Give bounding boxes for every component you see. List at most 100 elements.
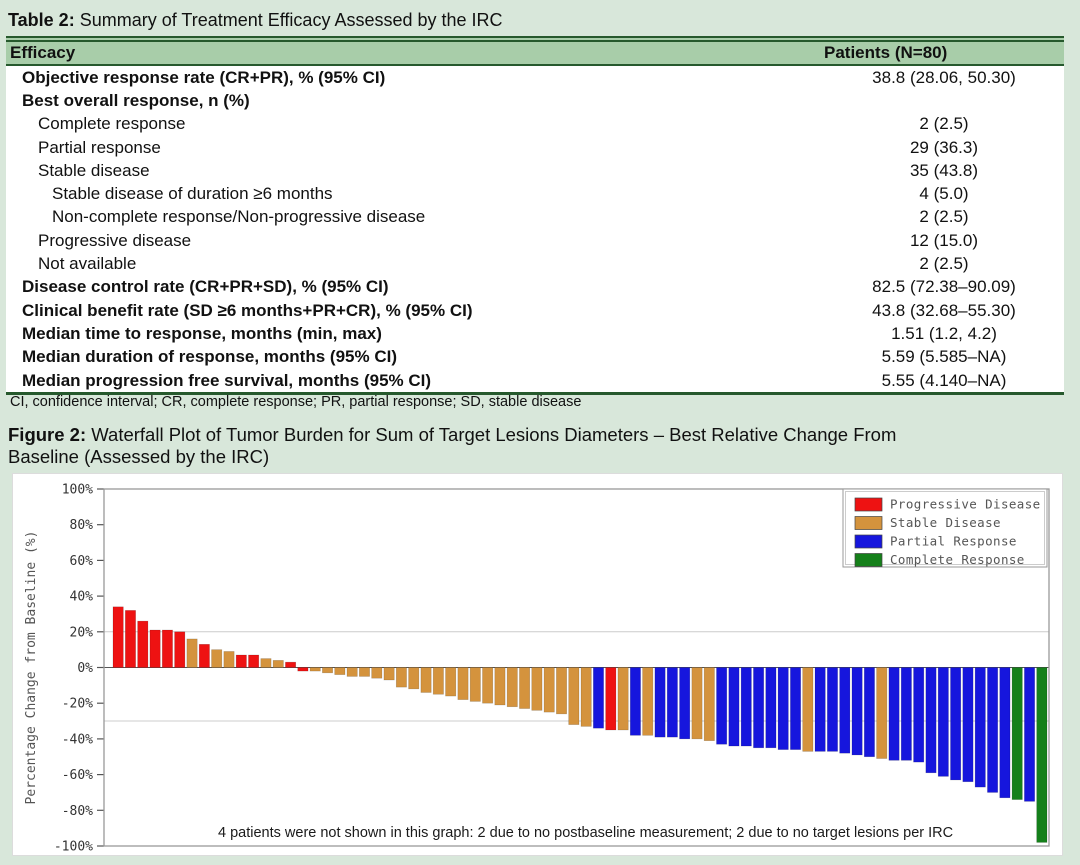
- waterfall-bar: [395, 667, 407, 688]
- row-value: 82.5 (72.38–90.09): [872, 277, 1016, 297]
- waterfall-bar: [346, 667, 358, 677]
- waterfall-bar: [925, 667, 937, 774]
- waterfall-bar: [482, 667, 494, 704]
- waterfall-bar: [235, 654, 247, 668]
- waterfall-bar: [913, 667, 925, 763]
- table-row: Best overall response, n (%): [6, 89, 1064, 112]
- table-title: Table 2: Summary of Treatment Efficacy A…: [8, 10, 503, 31]
- waterfall-bar: [753, 667, 765, 749]
- y-tick-label: -100%: [54, 840, 93, 855]
- waterfall-bar: [297, 667, 309, 672]
- legend-label: Progressive Disease: [890, 497, 1041, 512]
- table-title-prefix: Table 2:: [8, 10, 75, 30]
- waterfall-bar: [469, 667, 481, 702]
- row-label: Median duration of response, months (95%…: [22, 347, 397, 367]
- waterfall-plot-panel: 100% 80% 60% 40% 20% 0% -20% -40% -60% -80% -100% P…: [12, 473, 1063, 856]
- waterfall-bar: [186, 638, 198, 668]
- y-axis-title: Percentage Change from Baseline (%): [24, 531, 39, 805]
- y-tick-label: 100%: [62, 483, 93, 498]
- y-tick-label: 40%: [70, 590, 94, 605]
- table-row: Non-complete response/Non-progressive di…: [6, 206, 1064, 229]
- waterfall-bar: [494, 667, 506, 706]
- waterfall-bar: [900, 667, 912, 761]
- waterfall-bar: [851, 667, 863, 756]
- waterfall-bar: [506, 667, 518, 708]
- waterfall-bar: [629, 667, 641, 736]
- waterfall-bar: [457, 667, 469, 700]
- legend-label: Complete Response: [890, 552, 1025, 567]
- waterfall-bar: [1011, 667, 1023, 800]
- waterfall-bar: [740, 667, 752, 747]
- waterfall-bar: [272, 660, 284, 668]
- waterfall-bar: [531, 667, 543, 711]
- row-label: Clinical benefit rate (SD ≥6 months+PR+C…: [22, 300, 473, 320]
- waterfall-bar: [568, 667, 580, 725]
- row-value: 2 (2.5): [919, 114, 969, 134]
- table-row: Stable disease 35 (43.8): [6, 159, 1064, 182]
- waterfall-bar: [112, 606, 124, 668]
- table-row: Partial response 29 (36.3): [6, 136, 1064, 159]
- y-tick-label: 20%: [70, 625, 94, 640]
- row-value: 2 (2.5): [919, 207, 969, 227]
- waterfall-bar: [703, 667, 715, 741]
- waterfall-bar: [383, 667, 395, 681]
- y-tick-label: -60%: [62, 768, 93, 783]
- row-label: Partial response: [38, 137, 161, 157]
- figure-caption-prefix: Figure 2:: [8, 424, 87, 445]
- waterfall-bar: [309, 667, 321, 672]
- waterfall-bar: [408, 667, 420, 690]
- table-row: Progressive disease 12 (15.0): [6, 229, 1064, 252]
- waterfall-bar: [556, 667, 567, 715]
- y-tick-label: 60%: [70, 554, 94, 569]
- table-header-efficacy: Efficacy: [10, 43, 76, 62]
- table-row: Median duration of response, months (95%…: [6, 346, 1064, 369]
- waterfall-bar: [691, 667, 703, 740]
- waterfall-bar: [580, 667, 592, 727]
- y-tick-label: 80%: [70, 518, 94, 533]
- waterfall-bar: [987, 667, 999, 793]
- waterfall-bar: [420, 667, 432, 693]
- waterfall-bar: [432, 667, 444, 695]
- row-label: Progressive disease: [38, 230, 192, 250]
- waterfall-bar: [137, 620, 149, 668]
- waterfall-bar: [790, 667, 801, 750]
- waterfall-bar: [1036, 667, 1048, 843]
- figure-caption-line2: Baseline (Assessed by the IRC): [8, 445, 270, 467]
- waterfall-bar: [962, 667, 974, 783]
- pd-legend-swatch: [854, 497, 883, 512]
- cr-legend-swatch: [854, 553, 883, 567]
- table-row: Not available 2 (2.5): [6, 252, 1064, 275]
- row-value: 35 (43.8): [909, 160, 979, 180]
- table-row: Clinical benefit rate (SD ≥6 months+PR+C…: [6, 299, 1064, 322]
- row-value: 2 (2.5): [919, 254, 969, 274]
- chart-footnote: 4 patients were not shown in this graph:…: [218, 825, 953, 841]
- waterfall-bar: [593, 667, 604, 729]
- table-row: Stable disease of duration ≥6 months 4 (5…: [6, 182, 1064, 205]
- waterfall-bar: [839, 667, 851, 754]
- waterfall-bar: [371, 667, 383, 679]
- waterfall-bar: [1024, 667, 1035, 802]
- row-value: 29 (36.3): [909, 137, 979, 157]
- table-row: Median progression free survival, months…: [6, 369, 1064, 392]
- waterfall-bar: [654, 667, 666, 738]
- waterfall-bar: [334, 667, 346, 675]
- waterfall-bar: [605, 667, 617, 731]
- table-body: Objective response rate (CR+PR), % (95% …: [6, 66, 1064, 396]
- waterfall-bar: [876, 667, 888, 759]
- waterfall-bar: [543, 667, 555, 713]
- waterfall-bar: [802, 667, 814, 752]
- waterfall-bar: [322, 667, 333, 674]
- sd-legend-swatch: [854, 516, 883, 530]
- figure-caption-line1: Waterfall Plot of Tumor Burden for Sum o…: [86, 424, 897, 445]
- waterfall-bar: [666, 667, 678, 738]
- row-label: Stable disease: [38, 160, 150, 180]
- table-row: Disease control rate (CR+PR+SD), % (95% …: [6, 276, 1064, 299]
- waterfall-bar: [260, 658, 272, 668]
- waterfall-bar: [285, 661, 297, 668]
- efficacy-table: Efficacy Patients (N=80) Objective respo…: [6, 36, 1064, 396]
- waterfall-bar: [359, 667, 370, 677]
- row-label: Median time to response, months (min, ma…: [22, 323, 382, 343]
- table-footnote: CI, confidence interval; CR, complete re…: [10, 394, 582, 410]
- row-label: Stable disease of duration ≥6 months: [52, 184, 333, 204]
- table-header-patients: Patients (N=80): [824, 43, 948, 62]
